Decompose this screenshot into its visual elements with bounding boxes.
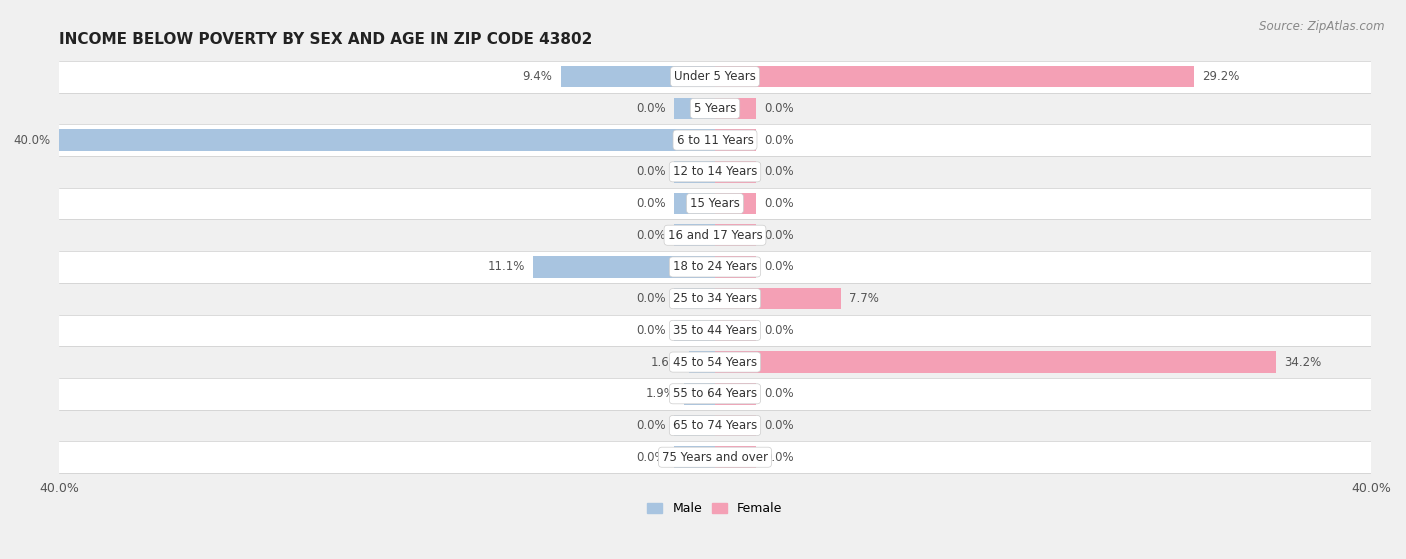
Bar — [59, 61, 1371, 93]
Text: 0.0%: 0.0% — [765, 229, 794, 241]
Bar — [673, 415, 716, 436]
Text: 6 to 11 Years: 6 to 11 Years — [676, 134, 754, 146]
Bar — [533, 256, 716, 278]
Text: 0.0%: 0.0% — [765, 419, 794, 432]
Text: 1.9%: 1.9% — [645, 387, 676, 400]
Text: 5 Years: 5 Years — [693, 102, 737, 115]
Text: INCOME BELOW POVERTY BY SEX AND AGE IN ZIP CODE 43802: INCOME BELOW POVERTY BY SEX AND AGE IN Z… — [59, 32, 592, 47]
Bar — [716, 415, 756, 436]
Bar — [716, 447, 756, 468]
Bar — [673, 193, 716, 214]
Bar — [673, 320, 716, 341]
Text: 0.0%: 0.0% — [765, 197, 794, 210]
Text: 40.0%: 40.0% — [14, 134, 51, 146]
Bar — [59, 93, 1371, 124]
Text: 0.0%: 0.0% — [636, 451, 666, 464]
Text: 29.2%: 29.2% — [1202, 70, 1240, 83]
Bar — [59, 129, 716, 151]
Text: Source: ZipAtlas.com: Source: ZipAtlas.com — [1260, 20, 1385, 32]
Bar — [716, 288, 841, 310]
Bar — [673, 225, 716, 246]
Text: 0.0%: 0.0% — [636, 292, 666, 305]
Text: 12 to 14 Years: 12 to 14 Years — [673, 165, 758, 178]
Bar — [59, 442, 1371, 473]
Bar — [59, 219, 1371, 251]
Bar — [716, 161, 756, 183]
Text: 11.1%: 11.1% — [488, 260, 524, 273]
Bar — [673, 98, 716, 119]
Text: 0.0%: 0.0% — [636, 197, 666, 210]
Text: 7.7%: 7.7% — [849, 292, 879, 305]
Text: 0.0%: 0.0% — [765, 260, 794, 273]
Text: 16 and 17 Years: 16 and 17 Years — [668, 229, 762, 241]
Text: 0.0%: 0.0% — [636, 165, 666, 178]
Text: 1.6%: 1.6% — [651, 356, 681, 368]
Text: 55 to 64 Years: 55 to 64 Years — [673, 387, 756, 400]
Text: 18 to 24 Years: 18 to 24 Years — [673, 260, 756, 273]
Legend: Male, Female: Male, Female — [643, 497, 787, 520]
Bar — [59, 410, 1371, 442]
Text: 65 to 74 Years: 65 to 74 Years — [673, 419, 756, 432]
Text: 45 to 54 Years: 45 to 54 Years — [673, 356, 756, 368]
Bar — [59, 188, 1371, 219]
Bar — [689, 351, 716, 373]
Text: 0.0%: 0.0% — [765, 324, 794, 337]
Text: 0.0%: 0.0% — [765, 451, 794, 464]
Text: 0.0%: 0.0% — [636, 229, 666, 241]
Bar — [716, 383, 756, 405]
Text: 0.0%: 0.0% — [636, 324, 666, 337]
Text: 0.0%: 0.0% — [765, 102, 794, 115]
Bar — [716, 351, 1275, 373]
Bar — [59, 346, 1371, 378]
Text: 25 to 34 Years: 25 to 34 Years — [673, 292, 756, 305]
Bar — [59, 156, 1371, 188]
Bar — [716, 66, 1194, 87]
Bar — [716, 225, 756, 246]
Text: 75 Years and over: 75 Years and over — [662, 451, 768, 464]
Bar — [716, 129, 756, 151]
Text: 35 to 44 Years: 35 to 44 Years — [673, 324, 756, 337]
Text: 0.0%: 0.0% — [765, 165, 794, 178]
Bar — [716, 98, 756, 119]
Bar — [716, 193, 756, 214]
Bar — [673, 161, 716, 183]
Text: 34.2%: 34.2% — [1284, 356, 1322, 368]
Bar — [59, 378, 1371, 410]
Bar — [716, 256, 756, 278]
Text: 9.4%: 9.4% — [523, 70, 553, 83]
Text: 0.0%: 0.0% — [765, 134, 794, 146]
Bar — [59, 124, 1371, 156]
Bar — [59, 251, 1371, 283]
Bar — [59, 315, 1371, 346]
Bar — [673, 447, 716, 468]
Bar — [673, 288, 716, 310]
Text: 15 Years: 15 Years — [690, 197, 740, 210]
Bar — [59, 283, 1371, 315]
Bar — [561, 66, 716, 87]
Text: Under 5 Years: Under 5 Years — [673, 70, 756, 83]
Bar — [716, 320, 756, 341]
Text: 0.0%: 0.0% — [636, 102, 666, 115]
Bar — [683, 383, 716, 405]
Text: 0.0%: 0.0% — [636, 419, 666, 432]
Text: 0.0%: 0.0% — [765, 387, 794, 400]
